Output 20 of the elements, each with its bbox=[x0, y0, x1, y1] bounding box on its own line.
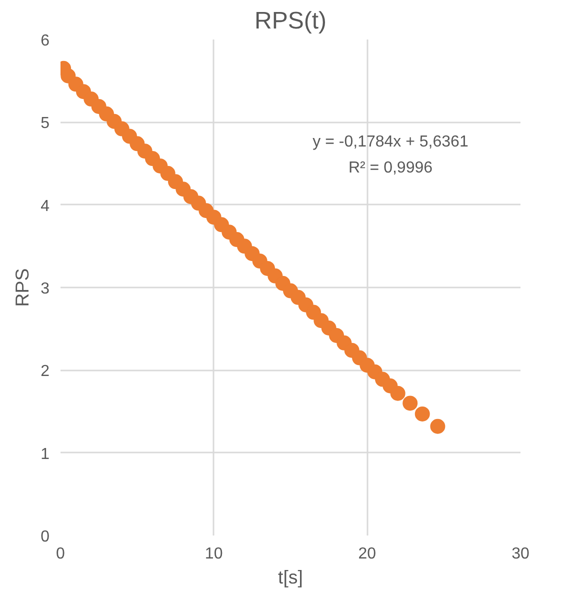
x-tick-label: 0 bbox=[56, 546, 66, 562]
y-tick-label: 1 bbox=[40, 446, 50, 463]
x-tick-label: 20 bbox=[358, 546, 376, 562]
y-axis-title: RPS bbox=[12, 268, 33, 307]
y-tick-label: 0 bbox=[40, 528, 50, 546]
x-tick-label: 30 bbox=[512, 546, 530, 562]
x-tick-label: 10 bbox=[204, 546, 223, 562]
annotation: y = -0,1784x + 5,6361 bbox=[312, 134, 468, 150]
y-tick-label: 2 bbox=[40, 363, 50, 380]
point bbox=[414, 406, 430, 422]
y-tick-label: 5 bbox=[40, 115, 50, 132]
point bbox=[390, 386, 406, 401]
y-tick-label: 3 bbox=[40, 280, 50, 298]
chart-title: RPS(t) bbox=[254, 8, 326, 34]
x-axis-title: t[s] bbox=[278, 566, 303, 588]
y-tick-label: 4 bbox=[40, 198, 50, 215]
annotation: R² = 0,9996 bbox=[348, 160, 433, 176]
point bbox=[402, 396, 418, 411]
y-tick-label: 6 bbox=[40, 32, 50, 50]
point bbox=[430, 418, 446, 434]
